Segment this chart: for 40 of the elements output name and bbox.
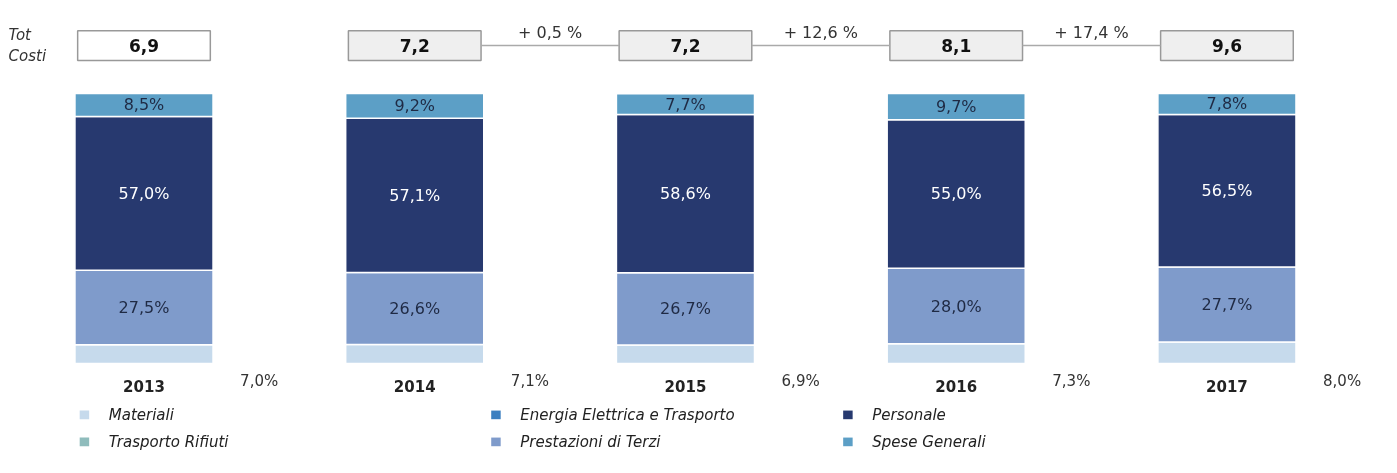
text: 6,9 [128,36,160,57]
data-label: 9,2% [394,96,436,116]
data-label: 7,8% [1206,94,1248,114]
data-label: 8,5% [123,95,165,115]
data-label: 7,3% [1052,371,1091,390]
data-label: 58,6% [660,184,711,204]
data-label: 26,6% [389,298,441,318]
x-tick-label: 2014 [393,377,436,396]
data-label: 26,7% [660,299,711,319]
data-label: 6,9% [781,371,820,390]
data-label: 7,7% [665,94,706,114]
text: + 0,5 % [517,22,583,42]
data-label: 7,0% [240,371,279,390]
data-label: 28,0% [930,296,982,316]
text: + 17,4 % [1054,22,1129,42]
data-label: 7,1% [510,371,549,390]
legend-label: Spese Generali [872,432,987,451]
data-label: 57,1% [389,185,441,205]
x-tick-label: 2017 [1206,377,1248,396]
text: 7,2 [399,36,430,57]
x-tick-label: 2015 [664,377,707,396]
text: 8,1 [941,36,972,57]
legend-label: Materiali [108,405,175,424]
text: 9,6 [1211,36,1242,57]
legend-label: Trasporto Rifiuti [108,432,230,451]
legend-label: Personale [872,405,946,424]
data-label: 27,5% [118,298,170,317]
text: Tot Costi [8,25,47,66]
x-tick-label: 2013 [123,377,165,396]
x-tick-label: 2016 [935,377,978,396]
legend-label: Prestazioni di Terzi [520,432,662,451]
legend-label: Energia Elettrica e Trasporto [520,405,735,424]
data-label: 9,7% [935,97,977,117]
text: + 12,6 % [783,22,859,42]
data-label: 27,7% [1201,295,1253,315]
data-label: 56,5% [1201,181,1253,201]
data-label: 55,0% [930,184,982,204]
data-label: 8,0% [1323,371,1362,390]
text: 7,2 [670,36,701,57]
data-label: 57,0% [118,183,170,203]
